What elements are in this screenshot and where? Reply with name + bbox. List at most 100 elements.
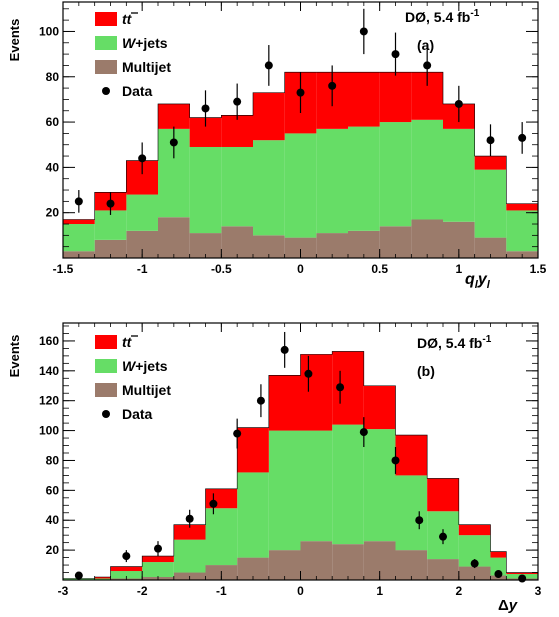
bar-tt-bin-13 xyxy=(458,524,491,536)
histogram-a xyxy=(63,71,538,258)
bar-multijet-bin-6 xyxy=(253,235,285,258)
x-axis-label-b: Δy xyxy=(498,597,518,614)
legend-swatch-ttbar-a xyxy=(95,12,117,26)
bar-wjets-bin-7 xyxy=(268,430,301,551)
bar-wjets-bin-14 xyxy=(506,210,538,252)
bar-wjets-bin-10 xyxy=(379,122,412,227)
y-tick-label: 60 xyxy=(46,483,60,497)
data-point xyxy=(494,570,503,579)
x-tick-label: 0 xyxy=(297,584,304,598)
data-point xyxy=(74,197,83,206)
panel-label-b: (b) xyxy=(417,363,435,379)
bar-wjets-bin-4 xyxy=(173,539,206,573)
experiment-label-b: DØ, 5.4 fb-1 xyxy=(417,334,492,351)
x-tick-label: -1 xyxy=(137,262,148,276)
y-tick-label: 140 xyxy=(39,364,59,378)
bar-tt-bin-6 xyxy=(237,427,269,473)
data-point xyxy=(359,428,368,437)
legend-label-wjets-b: W+jets xyxy=(122,358,168,374)
data-point xyxy=(486,136,495,145)
y-tick-label: 120 xyxy=(39,394,59,408)
legend-swatch-multijet-a xyxy=(95,60,117,74)
bar-wjets-bin-7 xyxy=(284,133,317,238)
experiment-label-a: DØ, 5.4 fb-1 xyxy=(405,8,480,25)
bar-tt-bin-3 xyxy=(142,556,174,563)
bar-wjets-bin-1 xyxy=(94,210,127,240)
bar-tt-bin-3 xyxy=(158,103,190,129)
bar-tt-bin-11 xyxy=(395,435,428,476)
bar-wjets-bin-8 xyxy=(300,430,333,542)
bar-multijet-bin-4 xyxy=(189,233,222,258)
data-point xyxy=(439,532,447,541)
bar-wjets-bin-11 xyxy=(411,119,443,220)
data-point xyxy=(201,104,210,113)
data-point xyxy=(209,499,218,508)
bar-wjets-bin-9 xyxy=(332,424,364,545)
bar-wjets-bin-3 xyxy=(142,562,174,578)
data-point xyxy=(328,81,337,90)
legend-label-data-b: Data xyxy=(122,406,153,422)
legend-swatch-multijet-b xyxy=(95,383,117,397)
bar-wjets-bin-1 xyxy=(94,578,111,580)
bar-multijet-bin-8 xyxy=(316,233,348,258)
bar-wjets-bin-2 xyxy=(126,194,158,231)
bar-wjets-bin-5 xyxy=(205,508,238,566)
bar-multijet-bin-7 xyxy=(268,550,301,580)
y-tick-label: 80 xyxy=(46,453,60,467)
y-tick-label: 160 xyxy=(39,334,59,348)
panel-b: -3 -2 -1 0 1 2 3 20 40 60 80 100 120 140 160 Events Δy… xyxy=(7,322,542,614)
bar-multijet-bin-7 xyxy=(284,237,317,258)
legend-marker-data-b xyxy=(102,410,110,418)
data-point xyxy=(154,544,162,553)
data-point xyxy=(470,559,479,568)
x-axis-label-a: qlyl xyxy=(465,271,491,291)
bar-multijet-bin-6 xyxy=(237,557,269,580)
legend-label-data-a: Data xyxy=(122,83,153,99)
bar-tt-bin-15 xyxy=(506,572,538,575)
bar-wjets-bin-9 xyxy=(348,126,380,231)
data-points-a xyxy=(74,8,527,215)
bar-tt-bin-14 xyxy=(490,551,507,558)
stack-outline xyxy=(63,351,538,579)
data-point xyxy=(336,383,345,392)
y-axis-label-a: Events xyxy=(7,19,22,62)
bar-tt-bin-13 xyxy=(474,156,507,170)
data-point xyxy=(138,154,147,163)
bar-multijet-bin-10 xyxy=(379,226,412,258)
data-point xyxy=(304,369,313,378)
bar-tt-bin-14 xyxy=(506,203,538,211)
legend-swatch-wjets-a xyxy=(95,36,117,50)
data-point xyxy=(296,88,305,97)
bar-multijet-bin-13 xyxy=(458,566,491,580)
x-tick-label: 0.5 xyxy=(371,262,388,276)
y-tick-label: 100 xyxy=(39,24,59,38)
panel-a: -1.5 -1 -0.5 0 0.5 1 1.5 20 40 60 80 100 Events qly… xyxy=(7,1,547,291)
x-tick-label: 2 xyxy=(455,584,462,598)
data-point xyxy=(391,456,400,465)
bar-tt-bin-10 xyxy=(363,385,396,430)
bar-tt-bin-5 xyxy=(221,115,253,147)
bar-wjets-bin-4 xyxy=(189,146,222,234)
bar-tt-bin-8 xyxy=(300,354,333,431)
data-point xyxy=(106,199,115,208)
bar-tt-bin-9 xyxy=(348,72,380,127)
bar-wjets-bin-6 xyxy=(253,140,285,236)
legend-label-ttbar-a: tt xyxy=(122,11,133,27)
y-tick-label: 40 xyxy=(46,160,60,174)
legend-b: tt W+jets Multijet Data xyxy=(95,334,171,422)
y-tick-label: 60 xyxy=(46,115,60,129)
panel-label-a: (a) xyxy=(417,37,434,53)
data-point xyxy=(518,133,527,142)
bar-wjets-bin-6 xyxy=(237,472,269,558)
ticks-b: -3 -2 -1 0 1 2 3 20 40 60 80 100 120 140 160 xyxy=(39,323,542,598)
data-point xyxy=(454,99,463,108)
data-point xyxy=(415,516,424,525)
bar-multijet-bin-13 xyxy=(474,237,507,258)
bar-wjets-bin-11 xyxy=(395,475,428,551)
x-tick-label: 0 xyxy=(297,262,304,276)
bar-multijet-bin-5 xyxy=(221,226,253,258)
x-tick-label: -0.5 xyxy=(211,262,232,276)
bar-wjets-bin-8 xyxy=(316,128,348,234)
bar-wjets-bin-13 xyxy=(474,169,507,238)
data-point xyxy=(185,514,194,523)
